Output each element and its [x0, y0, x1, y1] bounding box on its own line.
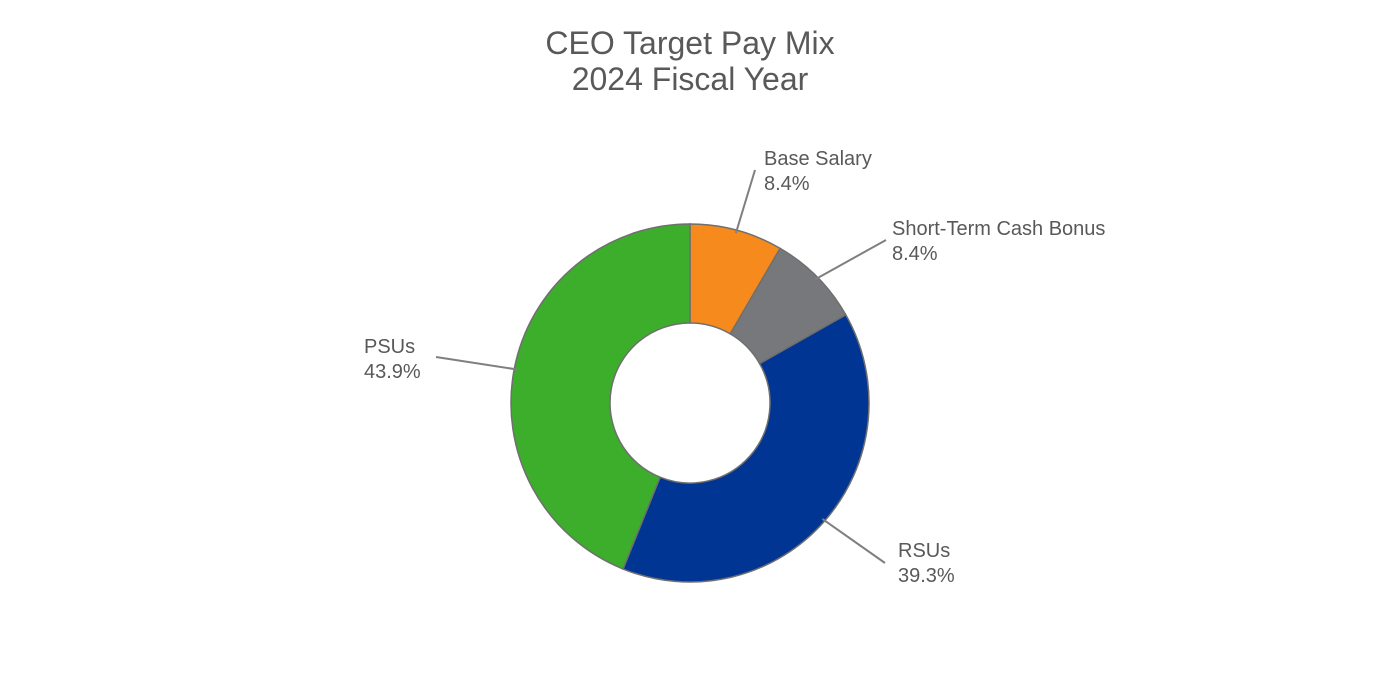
leader-line-base-salary	[734, 169, 756, 234]
chart-title: CEO Target Pay Mix	[545, 25, 835, 61]
slice-value-short-term-cash-bonus: 8.4%	[892, 243, 938, 265]
slice-label-short-term-cash-bonus: Short-Term Cash Bonus	[892, 218, 1105, 240]
slice-rsus	[622, 313, 870, 583]
leader-line-rsus	[821, 518, 886, 564]
slice-label-rsus: RSUs	[898, 540, 950, 562]
leader-line-psus	[435, 356, 518, 371]
slice-label-psus: PSUs	[364, 336, 415, 358]
leader-line-short-term-cash-bonus	[814, 239, 887, 281]
slice-psus	[510, 223, 691, 570]
slice-label-base-salary: Base Salary	[764, 148, 872, 170]
slice-value-base-salary: 8.4%	[764, 173, 810, 195]
slice-value-psus: 43.9%	[364, 361, 421, 383]
slice-value-rsus: 39.3%	[898, 565, 955, 587]
chart-subtitle: 2024 Fiscal Year	[571, 61, 809, 97]
